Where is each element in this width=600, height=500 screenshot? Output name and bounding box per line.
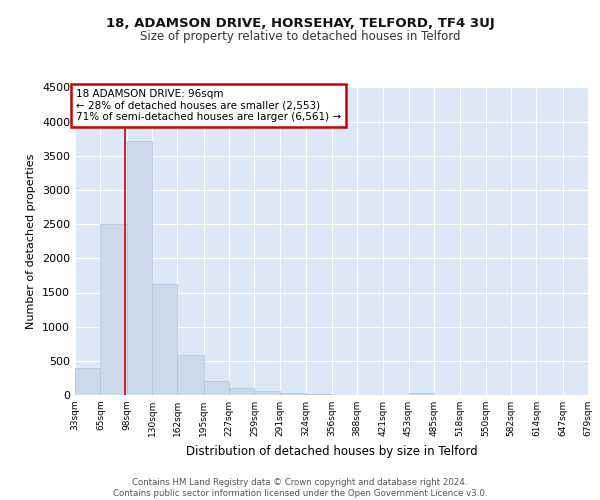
X-axis label: Distribution of detached houses by size in Telford: Distribution of detached houses by size … [185,444,478,458]
Bar [178,354,203,395]
Text: 18, ADAMSON DRIVE, HORSEHAY, TELFORD, TF4 3UJ: 18, ADAMSON DRIVE, HORSEHAY, TELFORD, TF… [106,18,494,30]
Bar [152,284,178,395]
Bar [100,224,127,395]
Bar [229,388,254,395]
Bar [409,394,434,395]
Bar [127,141,152,395]
Text: 18 ADAMSON DRIVE: 96sqm
← 28% of detached houses are smaller (2,553)
71% of semi: 18 ADAMSON DRIVE: 96sqm ← 28% of detache… [76,89,341,122]
Bar [203,382,229,395]
Bar [254,391,280,395]
Bar [306,394,332,395]
Bar [75,368,100,395]
Text: Size of property relative to detached houses in Telford: Size of property relative to detached ho… [140,30,460,43]
Y-axis label: Number of detached properties: Number of detached properties [26,154,37,329]
Text: Contains HM Land Registry data © Crown copyright and database right 2024.
Contai: Contains HM Land Registry data © Crown c… [113,478,487,498]
Bar [280,393,306,395]
